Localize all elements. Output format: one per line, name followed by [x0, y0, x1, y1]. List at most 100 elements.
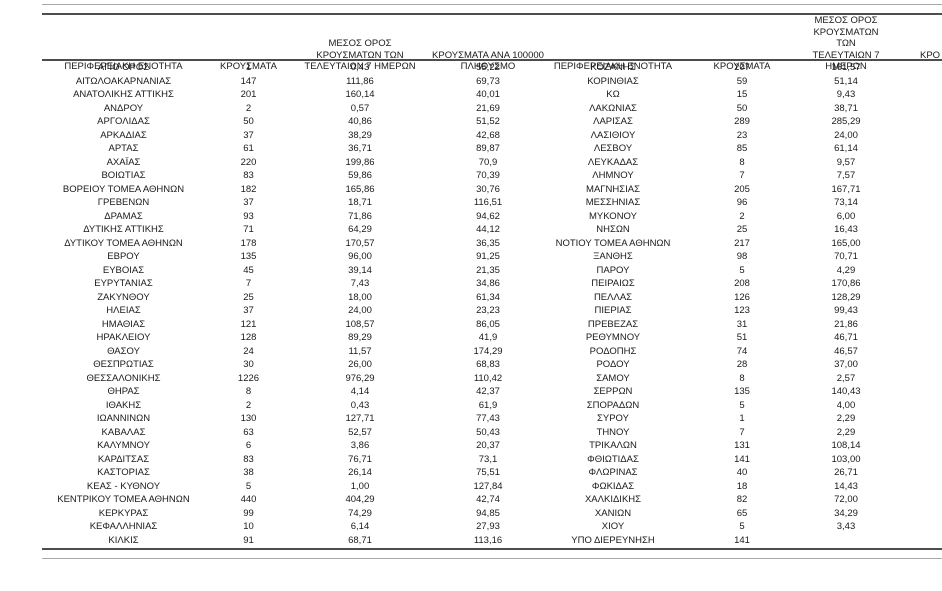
left-cases-cell: 8 [245, 386, 252, 397]
left-avg7-cell: 3,86 [350, 440, 370, 451]
right-avg7-cell: 70,71 [834, 251, 858, 262]
left-region-cell: ΒΟΡΕΙΟΥ ΤΟΜΕΑ ΑΘΗΝΩΝ [62, 183, 185, 195]
left-region-cell: ΓΡΕΒΕΝΩΝ [97, 197, 150, 208]
left-region-cell: ΙΩΑΝΝΙΝΩΝ [96, 413, 151, 424]
table-row: ΕΥΡΥΤΑΝΙΑΣ 7 7,43 34,86 ΠΕΙΡΑΙΩΣ 208 170,86 [42, 277, 942, 291]
right-per100k-cell-clipped [886, 277, 942, 291]
left-region-cell: ΘΕΣΣΑΛΟΝΙΚΗΣ [86, 372, 161, 384]
right-per100k-cell-clipped [886, 466, 942, 480]
right-per100k-cell-clipped [886, 399, 942, 413]
right-avg7-cell: 73,14 [834, 197, 858, 208]
left-region-cell: ΑΝΔΡΟΥ [103, 102, 144, 114]
left-per100k-cell: 51,52 [476, 116, 500, 127]
right-region-cell: ΚΟΖΑΝΗΣ [590, 62, 636, 73]
header-underline-rule [42, 59, 942, 61]
right-per100k-cell-clipped [886, 169, 942, 183]
right-avg7-cell: 4,00 [836, 399, 856, 411]
right-cases-header: ΚΡΟΥΣΜΑΤΑ [713, 61, 771, 72]
right-avg7-cell: 3,43 [836, 521, 856, 532]
left-region-cell: ΔΡΑΜΑΣ [104, 210, 143, 222]
right-per100k-cell-clipped [886, 196, 942, 210]
right-avg7-cell: 16,43 [834, 224, 858, 235]
right-cases-cell: 82 [736, 494, 748, 505]
right-avg7-cell: 24,00 [834, 129, 858, 141]
right-region-cell: ΛΑΣΙΘΙΟΥ [590, 129, 636, 141]
left-avg7-cell: 6,14 [350, 521, 370, 532]
left-per100k-cell: 77,43 [476, 413, 500, 424]
right-cases-cell: 98 [736, 251, 748, 262]
left-cases-cell: 2 [245, 102, 252, 114]
left-region-cell: ΔΥΤΙΚΟΥ ΤΟΜΕΑ ΑΘΗΝΩΝ [64, 237, 183, 249]
left-per100k-cell: 174,29 [473, 345, 503, 357]
left-region-cell: ΚΕΑΣ - ΚΥΘΝΟΥ [86, 480, 161, 492]
table-row: ΚΑΒΑΛΑΣ 63 52,57 50,43 ΤΗΝΟΥ 7 2,29 [42, 426, 942, 440]
left-avg7-cell: 52,57 [348, 426, 372, 438]
right-per100k-header-clipped: ΚΡΟ [920, 50, 941, 61]
left-region-cell: ΘΗΡΑΣ [107, 386, 140, 397]
right-avg7-cell: 37,00 [834, 359, 858, 370]
table-row: ΚΕΡΚΥΡΑΣ 99 74,29 94,85 ΧΑΝΙΩΝ 65 34,29 [42, 507, 942, 521]
right-per100k-cell-clipped [886, 331, 942, 345]
right-per100k-cell-clipped [886, 453, 942, 467]
left-region-cell: ΑΡΚΑΔΙΑΣ [100, 129, 147, 141]
right-region-cell: ΤΗΝΟΥ [596, 426, 630, 438]
left-cases-cell: 37 [243, 305, 254, 316]
right-region-cell: ΦΛΩΡΙΝΑΣ [588, 467, 638, 478]
left-per100k-cell: 68,83 [476, 359, 500, 370]
left-cases-cell: 37 [243, 129, 254, 141]
right-cases-cell: 289 [734, 116, 750, 127]
left-region-cell: ΖΑΚΥΝΘΟΥ [97, 291, 150, 303]
right-region-cell: ΠΕΛΛΑΣ [593, 291, 633, 303]
left-avg7-cell: 108,57 [345, 318, 375, 330]
table-row: ΒΟΙΩΤΙΑΣ 83 59,86 70,39 ΛΗΜΝΟΥ 7 7,57 [42, 169, 942, 183]
left-region-cell: ΚΙΛΚΙΣ [108, 534, 139, 546]
right-region-cell: ΛΑΡΙΣΑΣ [593, 116, 633, 127]
left-avg7-cell: 0,57 [350, 102, 370, 114]
right-region-cell: ΣΕΡΡΩΝ [593, 386, 633, 397]
right-per100k-cell-clipped [886, 534, 942, 548]
right-per100k-cell-clipped [886, 439, 942, 453]
right-avg7-cell: 2,29 [836, 413, 856, 424]
left-avg7-cell: 11,57 [348, 345, 372, 357]
right-avg7-cell: 6,00 [836, 210, 856, 222]
table-row: ΖΑΚΥΝΘΟΥ 25 18,00 61,34 ΠΕΛΛΑΣ 126 128,29 [42, 291, 942, 305]
right-cases-cell: 8 [739, 372, 745, 384]
right-cases-cell: 131 [734, 440, 750, 451]
right-avg7-cell: 170,86 [831, 278, 861, 289]
left-cases-cell: 201 [240, 89, 257, 100]
left-region-cell: ΚΕΡΚΥΡΑΣ [98, 507, 149, 519]
left-per100k-cell: 36,35 [476, 237, 500, 249]
left-avg7-cell: 1,00 [350, 480, 370, 492]
right-avg7-cell: 108,14 [831, 440, 861, 451]
right-cases-cell: 141 [734, 453, 750, 465]
right-avg7-cell: 285,29 [831, 116, 861, 127]
left-cases-cell: 25 [243, 291, 254, 303]
left-avg7-cell: 74,29 [348, 507, 372, 519]
left-per100k-cell: 21,69 [476, 102, 500, 114]
left-cases-cell: 93 [243, 210, 254, 222]
right-avg7-cell: 38,71 [834, 102, 858, 114]
left-cases-cell: 6 [245, 440, 252, 451]
right-cases-cell: 59 [736, 75, 748, 87]
left-per100k-cell: 70,9 [478, 156, 498, 168]
right-cases-cell: 5 [739, 521, 745, 532]
left-per100k-cell: 89,87 [476, 143, 500, 154]
left-cases-cell: 2 [245, 399, 252, 411]
right-cases-cell: 141 [734, 534, 750, 546]
left-per100k-cell: 20,37 [476, 440, 500, 451]
left-cases-cell: 71 [243, 224, 254, 235]
table-row: ΕΥΒΟΙΑΣ 45 39,14 21,35 ΠΑΡΟΥ 5 4,29 [42, 264, 942, 278]
left-per100k-cell: 27,93 [476, 521, 500, 532]
top-thick-rule [42, 13, 942, 15]
right-avg7-cell: 34,29 [834, 507, 858, 519]
left-avg7-cell: 39,14 [348, 264, 372, 276]
left-per100k-cell: 50,43 [476, 426, 500, 438]
right-region-cell: ΠΡΕΒΕΖΑΣ [587, 318, 639, 330]
right-cases-cell: 85 [736, 143, 748, 154]
table-row: ΚΕΑΣ - ΚΥΘΝΟΥ 5 1,00 127,84 ΦΩΚΙΔΑΣ 18 14,43 [42, 480, 942, 494]
left-avg7-cell: 89,29 [348, 332, 372, 343]
right-per100k-cell-clipped [886, 291, 942, 305]
left-cases-cell: 121 [240, 318, 257, 330]
left-region-cell: ΒΟΙΩΤΙΑΣ [101, 170, 146, 181]
right-cases-cell: 51 [736, 332, 748, 343]
